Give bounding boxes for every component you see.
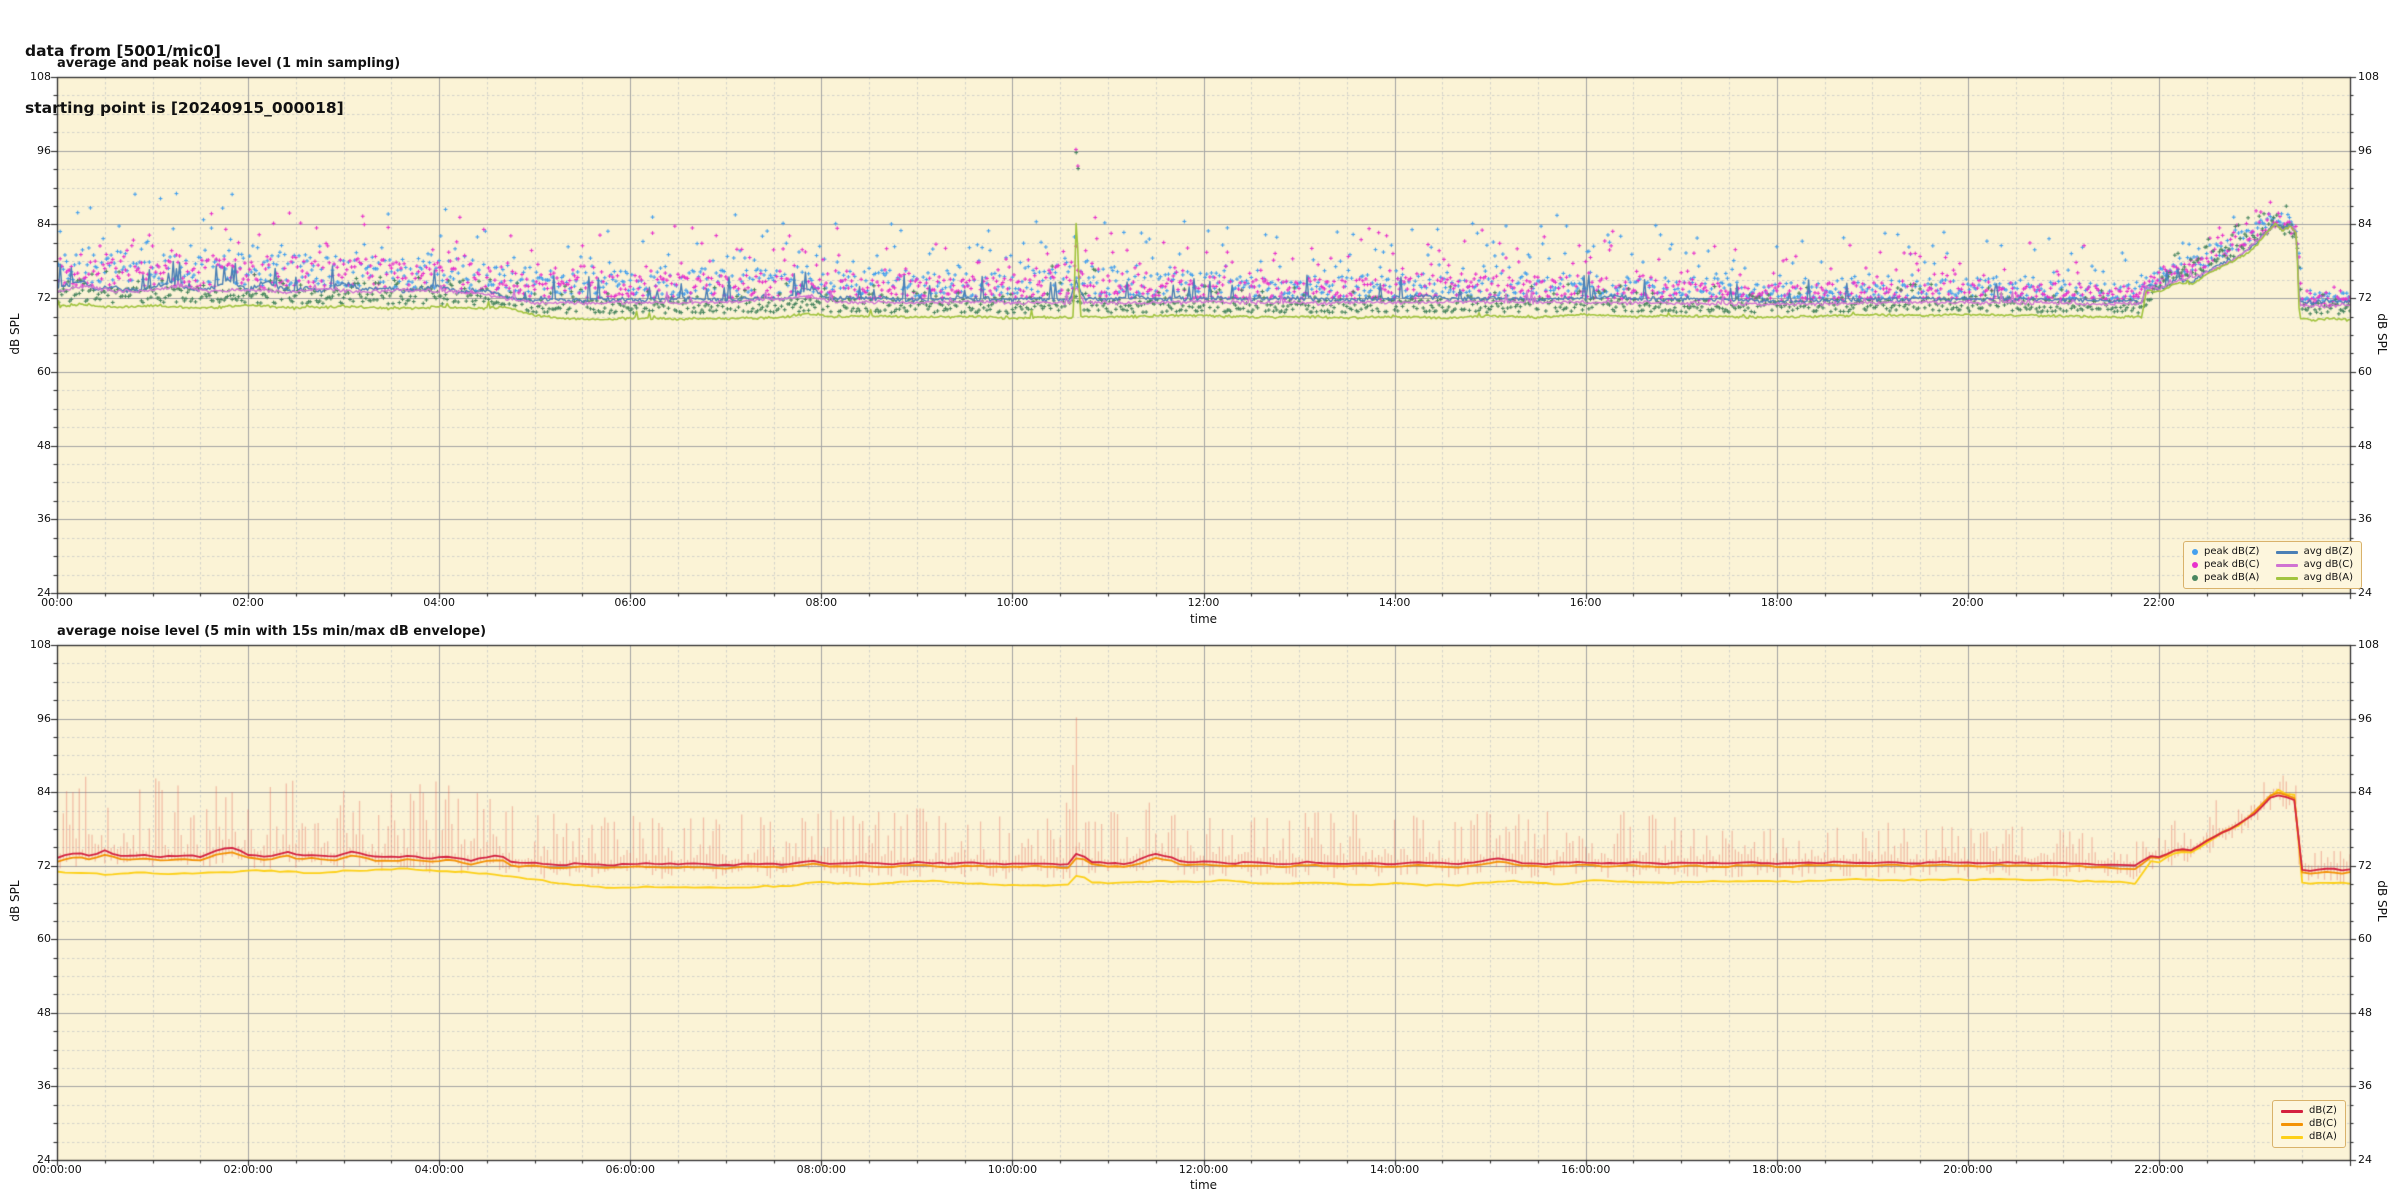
- chart2-ylabel-left: dB SPL: [8, 880, 22, 922]
- chart1-title: average and peak noise level (1 min samp…: [57, 56, 401, 71]
- chart2-y-tick-label-left: 72: [37, 858, 51, 872]
- chart2-y-tick-label-left: 60: [37, 932, 51, 946]
- chart2-x-tick-label: 02:00:00: [223, 1163, 273, 1176]
- chart2-y-tick-label-left: 108: [30, 638, 51, 651]
- legend-item: peak dB(A): [2192, 572, 2260, 584]
- chart2-xlabel: time: [1189, 1178, 1218, 1192]
- chart1-x-tick-label: 18:00: [1760, 596, 1793, 609]
- dot-marker-swatch: [2192, 575, 2198, 581]
- chart1-y-tick-label-right: 60: [2358, 364, 2372, 378]
- chart1-y-tick-label-left: 48: [37, 438, 51, 452]
- chart2-y-tick-label-right: 108: [2358, 638, 2379, 651]
- legend-item-label: peak dB(C): [2204, 559, 2260, 570]
- legend-item: dB(A): [2281, 1131, 2337, 1143]
- header: data from [5001/mic0] starting point is …: [25, 4, 344, 156]
- legend-item: avg dB(A): [2275, 572, 2354, 584]
- chart1-y-tick-label-left: 96: [37, 143, 51, 157]
- chart2-x-tick-label: 12:00:00: [1178, 1163, 1229, 1176]
- chart1-x-tick-label: 02:00: [232, 596, 264, 609]
- chart2-y-tick-label-right: 72: [2358, 858, 2372, 872]
- chart1-ylabel-right: dB SPL: [2375, 313, 2389, 355]
- chart1-y-tick-label-right: 24: [2358, 586, 2372, 599]
- chart1-y-tick-label-left: 84: [37, 217, 51, 231]
- line-marker-swatch: [2281, 1122, 2303, 1126]
- chart2-x-tick-label: 16:00:00: [1560, 1163, 1611, 1176]
- line-marker-swatch: [2275, 563, 2298, 567]
- chart2-x-tick-label: 00:00:00: [32, 1163, 82, 1176]
- chart1-y-tick-label-right: 36: [2358, 512, 2372, 526]
- chart2-y-tick-label-right: 36: [2358, 1079, 2372, 1093]
- chart1-y-tick-label-right: 72: [2358, 291, 2372, 305]
- chart2-x-tick-label: 22:00:00: [2134, 1163, 2184, 1176]
- chart2-ylabel-right: dB SPL: [2375, 880, 2389, 922]
- line-marker-swatch: [2281, 1109, 2303, 1113]
- chart2-y-tick-label-right: 48: [2358, 1005, 2372, 1019]
- dot-marker-swatch: [2192, 562, 2198, 568]
- chart2-x-tick-label: 06:00:00: [605, 1163, 655, 1176]
- legend-item-label: dB(C): [2309, 1118, 2337, 1129]
- chart1-x-tick-label: 22:00: [2143, 596, 2175, 609]
- header-line1: data from [5001/mic0]: [25, 42, 221, 60]
- chart1-y-tick-label-right: 84: [2358, 217, 2372, 231]
- line-marker-swatch: [2275, 550, 2298, 554]
- chart1-x-tick-label: 08:00: [805, 596, 838, 609]
- chart1-x-tick-label: 10:00: [996, 596, 1029, 609]
- chart1-x-tick-label: 12:00: [1187, 596, 1220, 609]
- chart1-x-tick-label: 00:00: [41, 596, 73, 609]
- chart1-x-tick-label: 20:00: [1951, 596, 1984, 609]
- line-marker-swatch: [2281, 1135, 2303, 1139]
- legend-item: dB(Z): [2281, 1105, 2337, 1117]
- chart2-y-tick-label-right: 96: [2358, 711, 2372, 725]
- chart2-y-tick-label-left: 48: [37, 1005, 51, 1019]
- chart2-x-tick-label: 14:00:00: [1369, 1163, 1420, 1176]
- chart1-x-tick-label: 16:00: [1569, 596, 1602, 609]
- line-marker-swatch: [2275, 576, 2298, 580]
- legend-item-label: avg dB(Z): [2303, 546, 2354, 557]
- legend-item-label: avg dB(C): [2303, 559, 2354, 570]
- chart2-title: average noise level (5 min with 15s min/…: [57, 624, 487, 639]
- legend-item: avg dB(C): [2275, 559, 2354, 571]
- chart1-x-tick-label: 14:00: [1378, 596, 1411, 609]
- chart2-y-tick-label-right: 84: [2358, 785, 2372, 799]
- chart2-y-tick-label-left: 96: [37, 711, 51, 725]
- chart2-y-tick-label-right: 60: [2358, 932, 2372, 946]
- chart1-legend: peak dB(Z) avg dB(Z) peak dB(C) avg dB(C) pe…: [2183, 541, 2363, 589]
- legend-item-label: avg dB(A): [2303, 572, 2354, 583]
- chart1-y-tick-label-right: 48: [2358, 438, 2372, 452]
- chart2-x-tick-label: 10:00:00: [987, 1163, 1038, 1176]
- chart1-y-tick-label-right: 108: [2358, 70, 2379, 83]
- chart2-x-tick-label: 04:00:00: [414, 1163, 464, 1176]
- legend-item: peak dB(Z): [2192, 546, 2260, 558]
- chart1-y-tick-label-left: 60: [37, 364, 51, 378]
- chart1-xlabel: time: [1189, 612, 1218, 626]
- dot-marker-swatch: [2192, 549, 2198, 555]
- chart1-y-tick-label-left: 72: [37, 291, 51, 305]
- chart1-y-tick-label-right: 96: [2358, 143, 2372, 157]
- chart2-x-tick-label: 08:00:00: [796, 1163, 847, 1176]
- legend-item: avg dB(Z): [2275, 546, 2354, 558]
- chart1-ylabel-left: dB SPL: [8, 313, 22, 355]
- chart2-y-tick-label-left: 84: [37, 785, 51, 799]
- chart1-x-tick-label: 04:00: [423, 596, 455, 609]
- legend-item-label: peak dB(A): [2204, 572, 2260, 583]
- header-line2: starting point is [20240915_000018]: [25, 99, 344, 117]
- chart2-y-tick-label-right: 24: [2358, 1153, 2372, 1166]
- legend-item-label: dB(A): [2309, 1131, 2337, 1142]
- chart2-legend: dB(Z) dB(C) dB(A): [2272, 1100, 2346, 1148]
- chart1-y-tick-label-left: 108: [30, 70, 51, 83]
- chart1-y-tick-label-left: 36: [37, 512, 51, 526]
- chart2-y-tick-label-left: 36: [37, 1079, 51, 1093]
- chart2-x-tick-label: 18:00:00: [1752, 1163, 1802, 1176]
- chart2-y-tick-label-left: 24: [37, 1153, 51, 1166]
- chart1-y-tick-label-left: 24: [37, 586, 51, 599]
- chart1-x-tick-label: 06:00: [614, 596, 647, 609]
- chart2-x-tick-label: 20:00:00: [1943, 1163, 1993, 1176]
- legend-item-label: peak dB(Z): [2204, 546, 2260, 557]
- legend-item: peak dB(C): [2192, 559, 2260, 571]
- legend-item-label: dB(Z): [2309, 1105, 2337, 1116]
- legend-item: dB(C): [2281, 1118, 2337, 1130]
